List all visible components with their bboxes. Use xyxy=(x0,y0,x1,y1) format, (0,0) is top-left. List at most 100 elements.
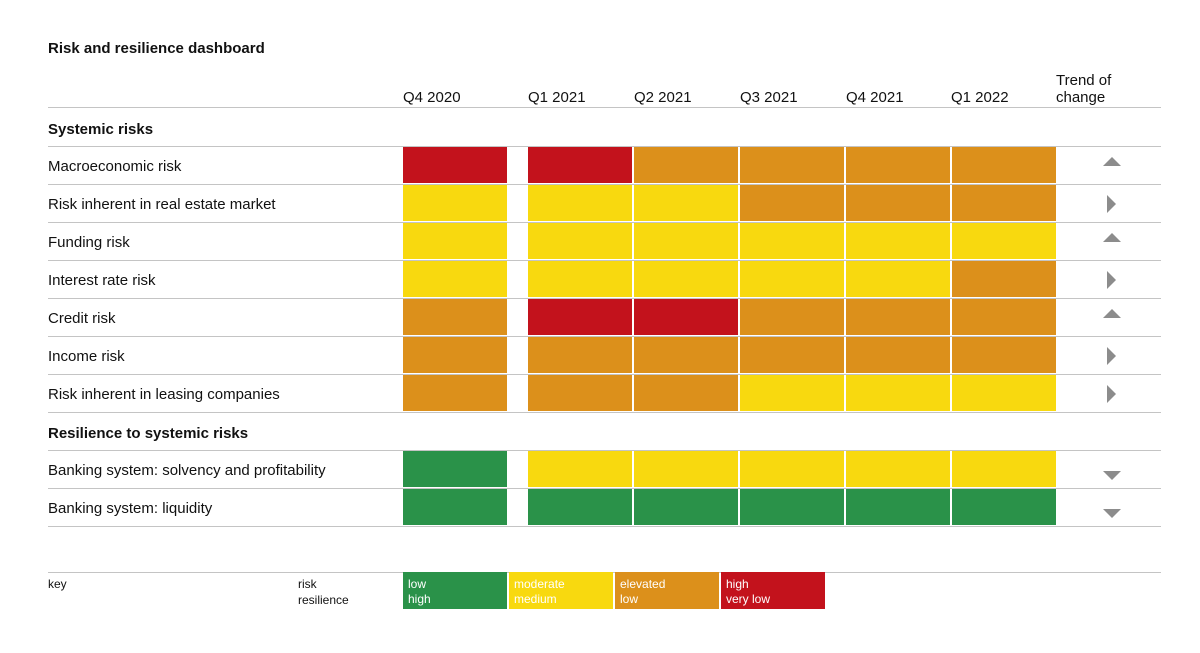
heat-cell xyxy=(403,223,507,259)
heat-cell xyxy=(740,185,844,221)
heat-cell xyxy=(528,261,632,297)
trend-flat-icon xyxy=(1107,385,1116,403)
heat-cell xyxy=(634,223,738,259)
heat-cell xyxy=(740,261,844,297)
row-rule xyxy=(48,298,1161,299)
heat-cell xyxy=(952,299,1056,335)
key-swatch-elevated: elevated low xyxy=(615,572,719,609)
trend-up-icon xyxy=(1103,233,1121,242)
heat-cell xyxy=(528,337,632,373)
heat-cell xyxy=(403,299,507,335)
heat-cell xyxy=(528,147,632,183)
heat-cell xyxy=(846,299,950,335)
row-rule xyxy=(48,412,1161,413)
row-label: Funding risk xyxy=(48,234,130,251)
row-label: Credit risk xyxy=(48,310,116,327)
heat-cell xyxy=(403,185,507,221)
heat-cell xyxy=(740,147,844,183)
heat-cell xyxy=(634,299,738,335)
heat-cell xyxy=(740,375,844,411)
heat-cell xyxy=(846,489,950,525)
trend-up-icon xyxy=(1103,157,1121,166)
key-risk-text: high xyxy=(726,577,749,591)
row-rule xyxy=(48,336,1161,337)
trend-flat-icon xyxy=(1107,347,1116,365)
heat-cell xyxy=(846,147,950,183)
trend-flat-icon xyxy=(1107,195,1116,213)
row-rule xyxy=(48,374,1161,375)
heat-cell xyxy=(846,185,950,221)
trend-header-line1: Trend of xyxy=(1056,72,1112,89)
heat-cell xyxy=(403,451,507,487)
heat-cell xyxy=(952,451,1056,487)
section-title-1: Systemic risks xyxy=(48,121,154,138)
header-rule xyxy=(48,107,1161,108)
trend-up-icon xyxy=(1103,309,1121,318)
heat-cell xyxy=(528,375,632,411)
heat-cell xyxy=(952,489,1056,525)
column-header-2: Q1 2021 xyxy=(528,89,586,106)
heat-cell xyxy=(846,451,950,487)
heat-cell xyxy=(528,451,632,487)
heat-cell xyxy=(740,489,844,525)
heat-cell xyxy=(403,489,507,525)
row-label: Interest rate risk xyxy=(48,272,156,289)
heat-cell xyxy=(846,223,950,259)
section-title-2: Resilience to systemic risks xyxy=(48,425,249,442)
trend-flat-icon xyxy=(1107,271,1116,289)
section-rule xyxy=(48,146,1161,147)
heat-cell xyxy=(952,261,1056,297)
row-rule xyxy=(48,222,1161,223)
heat-cell xyxy=(634,451,738,487)
heat-cell xyxy=(740,337,844,373)
key-label: key xyxy=(48,577,67,591)
column-header-6: Q1 2022 xyxy=(951,89,1009,106)
heat-cell xyxy=(528,299,632,335)
row-label: Risk inherent in leasing companies xyxy=(48,386,280,403)
heat-cell xyxy=(952,185,1056,221)
heat-cell xyxy=(528,185,632,221)
row-label: Banking system: solvency and profitabili… xyxy=(48,462,326,479)
column-header-5: Q4 2021 xyxy=(846,89,904,106)
key-row-label-resilience: resilience xyxy=(298,593,349,607)
key-risk-text: moderate xyxy=(514,577,565,591)
row-label: Income risk xyxy=(48,348,125,365)
row-rule xyxy=(48,488,1161,489)
heat-cell xyxy=(740,223,844,259)
heat-cell xyxy=(634,489,738,525)
heat-cell xyxy=(634,261,738,297)
heat-cell xyxy=(952,337,1056,373)
heat-cell xyxy=(740,299,844,335)
key-resilience-text: medium xyxy=(514,592,557,606)
key-resilience-text: high xyxy=(408,592,431,606)
heat-cell xyxy=(528,223,632,259)
row-rule xyxy=(48,184,1161,185)
heat-cell xyxy=(634,147,738,183)
column-header-4: Q3 2021 xyxy=(740,89,798,106)
key-resilience-text: very low xyxy=(726,592,771,606)
row-rule xyxy=(48,526,1161,527)
heat-cell xyxy=(634,185,738,221)
key-risk-text: low xyxy=(408,577,427,591)
key-swatch-low: low high xyxy=(403,572,507,609)
key-risk-text: elevated xyxy=(620,577,666,591)
key-resilience-text: low xyxy=(620,592,639,606)
heat-cell xyxy=(634,375,738,411)
trend-header-line2: change xyxy=(1056,89,1106,106)
heat-cell xyxy=(634,337,738,373)
key-swatch-moderate: moderate medium xyxy=(509,572,613,609)
heat-cell xyxy=(403,261,507,297)
heat-cell xyxy=(846,337,950,373)
column-header-3: Q2 2021 xyxy=(634,89,692,106)
row-label: Risk inherent in real estate market xyxy=(48,196,276,213)
heat-cell xyxy=(846,375,950,411)
trend-down-icon xyxy=(1103,509,1121,518)
row-rule xyxy=(48,260,1161,261)
heat-cell xyxy=(846,261,950,297)
heat-cell xyxy=(952,375,1056,411)
heat-cell xyxy=(952,147,1056,183)
heat-cell xyxy=(528,489,632,525)
row-label: Banking system: liquidity xyxy=(48,500,213,517)
key-row-label-risk: risk xyxy=(298,577,317,591)
key-swatch-high: high very low xyxy=(721,572,825,609)
